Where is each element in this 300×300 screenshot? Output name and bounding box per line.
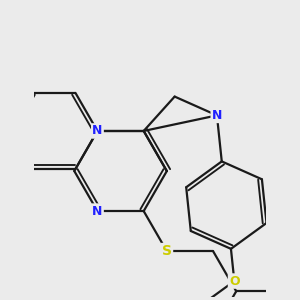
- Text: O: O: [229, 274, 240, 288]
- Text: N: N: [212, 109, 222, 122]
- Text: S: S: [162, 244, 172, 258]
- Text: N: N: [92, 124, 103, 137]
- Text: N: N: [92, 205, 103, 218]
